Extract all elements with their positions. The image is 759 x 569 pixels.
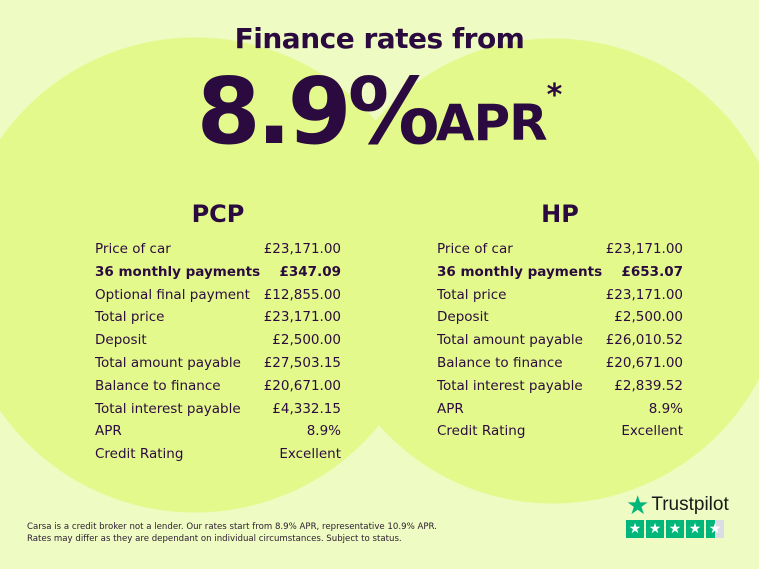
row-label: 36 monthly payments [437, 263, 603, 280]
row-value: 8.9% [306, 423, 341, 440]
star-icon: ★ [626, 520, 644, 538]
row-value: £26,010.52 [605, 332, 683, 349]
row-value: £27,503.15 [263, 354, 341, 371]
rate-value: 8.9% [196, 58, 440, 165]
table-row: APR 8.9% [95, 420, 341, 443]
hp-title: HP [541, 200, 579, 228]
table-row: Deposit £2,500.00 [437, 306, 683, 329]
pcp-rows: Price of car £23,171.00 36 monthly payment… [95, 238, 341, 466]
table-row: 36 monthly payments £347.09 [95, 261, 341, 284]
table-row: Balance to finance £20,671.00 [95, 375, 341, 398]
row-label: APR [437, 400, 464, 417]
row-value: £12,855.00 [263, 286, 341, 303]
row-value: £4,332.15 [272, 400, 341, 417]
star-icon: ★ [646, 520, 664, 538]
row-value: £23,171.00 [605, 241, 683, 257]
row-value: Excellent [279, 446, 341, 463]
hp-table: HP Price of car £23,171.00 36 monthly paym… [437, 200, 683, 443]
row-value: £20,671.00 [605, 354, 683, 371]
star-icon: ★ [706, 520, 724, 538]
star-icon: ★ [626, 490, 650, 520]
table-row: Total interest payable £2,839.52 [437, 375, 683, 398]
row-label: Total amount payable [437, 332, 583, 349]
row-label: APR [95, 423, 122, 440]
rating-stars: ★ ★ ★ ★ ★ [626, 520, 736, 538]
row-label: Total price [95, 309, 165, 326]
star-icon: ★ [666, 520, 684, 538]
row-label: 36 monthly payments [95, 263, 261, 280]
table-row: Total interest payable £4,332.15 [95, 398, 341, 421]
table-row: Price of car £23,171.00 [95, 238, 341, 261]
row-label: Balance to finance [437, 354, 563, 371]
row-label: Credit Rating [95, 446, 184, 463]
table-row: Balance to finance £20,671.00 [437, 352, 683, 375]
row-label: Total interest payable [437, 377, 583, 394]
disclaimer-line-2: Rates may differ as they are dependant o… [27, 534, 402, 544]
table-row: Total amount payable £26,010.52 [437, 329, 683, 352]
row-value: £23,171.00 [263, 309, 341, 326]
row-value: £20,671.00 [263, 377, 341, 394]
row-value: £2,839.52 [614, 377, 683, 394]
table-row: Total price £23,171.00 [95, 306, 341, 329]
row-value: £2,500.00 [272, 332, 341, 349]
row-value: £23,171.00 [263, 241, 341, 257]
apr-label: APR [435, 94, 548, 152]
row-label: Total price [437, 286, 507, 303]
disclaimer: Carsa is a credit broker not a lender. O… [27, 521, 527, 545]
table-row: 36 monthly payments £653.07 [437, 261, 683, 284]
rate-display: 8.9%APR* [0, 66, 759, 158]
row-label: Credit Rating [437, 423, 526, 440]
headline: Finance rates from [234, 22, 525, 55]
table-row: Price of car £23,171.00 [437, 238, 683, 261]
row-label: Total interest payable [95, 400, 241, 417]
table-row: APR 8.9% [437, 398, 683, 421]
table-row: Optional final payment £12,855.00 [95, 284, 341, 307]
pcp-table: PCP Price of car £23,171.00 36 monthly pay… [95, 200, 341, 466]
pcp-title: PCP [191, 200, 245, 228]
trustpilot-name: Trustpilot [651, 494, 729, 515]
trustpilot-badge[interactable]: ★ Trustpilot ★ ★ ★ ★ ★ [626, 490, 736, 538]
row-value: £2,500.00 [614, 309, 683, 326]
row-label: Balance to finance [95, 377, 221, 394]
asterisk: * [546, 78, 563, 113]
table-row: Credit Rating Excellent [437, 420, 683, 443]
hp-rows: Price of car £23,171.00 36 monthly payment… [437, 238, 683, 443]
table-row: Total amount payable £27,503.15 [95, 352, 341, 375]
row-label: Deposit [95, 332, 147, 349]
row-label: Deposit [437, 309, 489, 326]
disclaimer-line-1: Carsa is a credit broker not a lender. O… [27, 522, 437, 532]
row-value: 8.9% [648, 400, 683, 417]
row-value: £23,171.00 [605, 286, 683, 303]
star-icon: ★ [686, 520, 704, 538]
row-label: Total amount payable [95, 354, 241, 371]
table-row: Total price £23,171.00 [437, 284, 683, 307]
row-value: Excellent [621, 423, 683, 440]
row-label: Price of car [95, 241, 171, 257]
row-label: Price of car [437, 241, 513, 257]
table-row: Credit Rating Excellent [95, 443, 341, 466]
table-row: Deposit £2,500.00 [95, 329, 341, 352]
row-value: £347.09 [279, 263, 342, 280]
row-label: Optional final payment [95, 286, 250, 303]
row-value: £653.07 [621, 263, 684, 280]
